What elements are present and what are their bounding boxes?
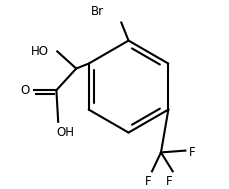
Text: OH: OH — [56, 126, 74, 139]
Text: F: F — [165, 175, 172, 188]
Text: O: O — [20, 84, 29, 97]
Text: HO: HO — [31, 45, 49, 58]
Text: F: F — [188, 146, 195, 159]
Text: F: F — [144, 175, 151, 188]
Text: Br: Br — [90, 5, 103, 18]
